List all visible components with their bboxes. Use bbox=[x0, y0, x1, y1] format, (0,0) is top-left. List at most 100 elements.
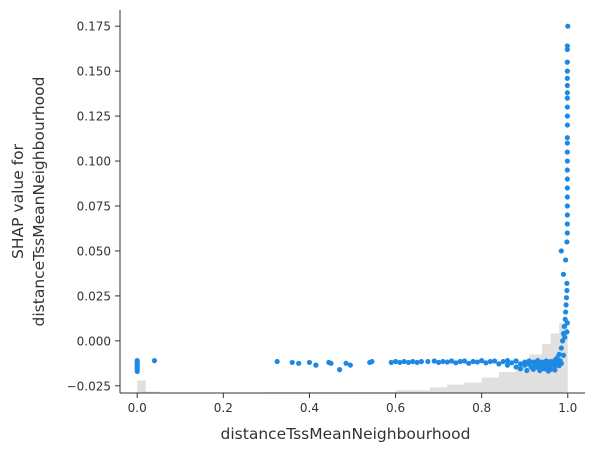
data-point bbox=[397, 359, 403, 366]
y-axis-label: SHAP value for distanceTssMeanNeighbourh… bbox=[9, 77, 48, 327]
data-point bbox=[410, 358, 416, 365]
data-point bbox=[496, 361, 502, 367]
data-point bbox=[547, 366, 554, 372]
data-point bbox=[418, 358, 424, 365]
data-point bbox=[564, 149, 570, 155]
x-axis-ticks: 0.0 0.2 0.4 0.6 0.8 1.0 bbox=[128, 393, 577, 415]
data-point bbox=[401, 358, 407, 365]
histogram-bar bbox=[145, 391, 159, 393]
data-point bbox=[487, 358, 493, 365]
data-point bbox=[535, 360, 541, 366]
data-point bbox=[564, 158, 570, 164]
data-point bbox=[539, 359, 545, 365]
data-point bbox=[328, 360, 334, 366]
y-tick-label: 0.050 bbox=[77, 244, 111, 258]
y-tick-label: 0.000 bbox=[77, 334, 111, 348]
y-tick-label: 0.100 bbox=[77, 155, 111, 169]
data-point bbox=[564, 95, 570, 101]
data-point bbox=[564, 104, 570, 110]
data-point bbox=[562, 334, 568, 340]
data-point bbox=[134, 368, 140, 375]
data-point bbox=[564, 90, 570, 96]
data-point bbox=[461, 358, 468, 364]
data-point bbox=[564, 203, 570, 209]
x-tick-label: 0.6 bbox=[386, 401, 405, 415]
data-point bbox=[564, 43, 570, 49]
data-point bbox=[558, 345, 564, 351]
data-point bbox=[552, 363, 558, 369]
data-point bbox=[564, 212, 570, 218]
data-point bbox=[564, 82, 570, 89]
data-point bbox=[296, 360, 302, 366]
data-point bbox=[274, 358, 280, 365]
y-tick-label: 0.075 bbox=[77, 199, 111, 213]
y-axis-label-line-2: distanceTssMeanNeighbourhood bbox=[30, 77, 48, 327]
data-point bbox=[425, 358, 431, 365]
data-point bbox=[563, 302, 569, 308]
y-tick-label: 0.025 bbox=[77, 289, 111, 303]
data-point bbox=[343, 360, 349, 366]
data-point bbox=[552, 367, 558, 373]
data-point bbox=[306, 359, 313, 366]
x-tick-label: 0.2 bbox=[214, 401, 233, 415]
x-tick-label: 1.0 bbox=[558, 401, 577, 415]
data-point bbox=[474, 359, 480, 365]
y-tick-label: 0.175 bbox=[77, 20, 111, 34]
data-point bbox=[500, 358, 506, 365]
data-point bbox=[414, 359, 420, 366]
data-point bbox=[564, 122, 570, 128]
histogram-bar bbox=[430, 387, 448, 393]
histogram-bar bbox=[395, 390, 430, 393]
axes: 0.0 0.2 0.4 0.6 0.8 1.0 −0.025 0.000 0.025 0.050… bbox=[67, 10, 585, 415]
data-point bbox=[453, 360, 459, 366]
histogram-bar bbox=[498, 372, 517, 393]
data-point bbox=[564, 176, 570, 182]
data-point bbox=[522, 362, 528, 368]
data-point bbox=[564, 46, 570, 53]
data-point bbox=[517, 361, 524, 367]
data-point bbox=[537, 367, 543, 374]
data-point bbox=[479, 358, 485, 364]
histogram-bar bbox=[559, 323, 568, 393]
y-tick-label: 0.150 bbox=[77, 65, 111, 79]
y-tick-label: 0.125 bbox=[77, 110, 111, 124]
data-point bbox=[565, 23, 571, 29]
x-axis-label: distanceTssMeanNeighbourhood bbox=[221, 425, 471, 443]
data-point bbox=[336, 367, 343, 373]
data-point bbox=[517, 366, 524, 372]
data-point bbox=[564, 329, 570, 335]
data-point bbox=[564, 167, 570, 173]
data-point bbox=[405, 359, 412, 366]
data-point bbox=[388, 359, 394, 366]
data-point bbox=[491, 358, 498, 364]
data-point bbox=[392, 358, 399, 365]
histogram-bar bbox=[464, 382, 482, 393]
data-point bbox=[431, 358, 437, 364]
histogram-bar bbox=[447, 384, 465, 393]
data-point bbox=[470, 358, 476, 365]
data-point bbox=[564, 140, 570, 146]
data-point bbox=[483, 360, 489, 366]
data-point bbox=[564, 287, 570, 294]
data-point bbox=[466, 360, 472, 366]
data-point bbox=[448, 358, 455, 364]
data-point bbox=[563, 309, 569, 315]
data-point bbox=[564, 68, 570, 74]
data-point bbox=[558, 360, 564, 366]
data-point bbox=[558, 248, 564, 254]
data-point bbox=[457, 358, 463, 365]
data-point bbox=[347, 362, 353, 368]
data-point bbox=[564, 113, 570, 119]
data-point bbox=[564, 135, 570, 141]
data-point bbox=[564, 185, 570, 191]
data-point bbox=[504, 358, 511, 364]
data-point bbox=[564, 239, 570, 245]
data-point bbox=[564, 221, 570, 227]
data-point bbox=[513, 364, 519, 370]
data-point bbox=[564, 280, 570, 286]
data-point bbox=[151, 358, 158, 364]
data-point bbox=[564, 320, 570, 326]
data-point bbox=[556, 351, 562, 357]
data-point bbox=[563, 295, 570, 301]
